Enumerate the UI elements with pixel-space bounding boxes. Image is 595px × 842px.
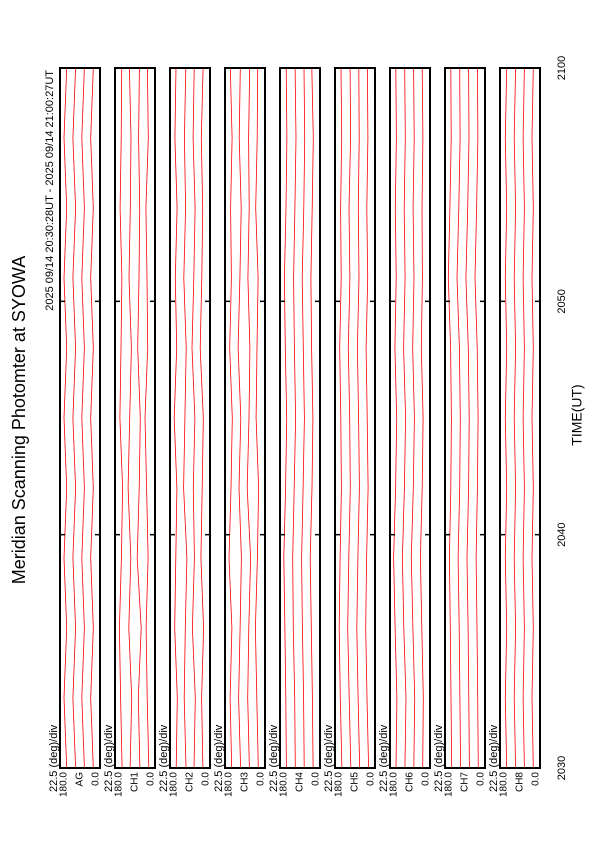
panel-name: CH1 [130,772,141,792]
trace [504,67,508,769]
trace [522,67,525,769]
y-tick-label: 180.0 [59,772,70,797]
chart: Meridian Scanning Photomter at SYOWA 202… [9,56,585,797]
scale-label: 22.5 (deg)/div [433,724,445,792]
panel-name: CH4 [295,772,306,792]
trace [401,67,407,769]
y-tick-label: 0.0 [91,772,102,786]
trace [292,67,297,769]
y-tick-label: 0.0 [311,772,322,786]
trace [347,67,352,769]
trace [338,67,343,769]
trace [393,67,398,769]
panel-name: CH8 [515,772,526,792]
y-tick-label: 0.0 [366,772,377,786]
panel-frame [444,67,486,769]
trace [144,67,150,769]
x-axis-label: TIME(UT) [569,384,585,445]
trace [309,67,314,769]
trace [474,67,479,769]
y-tick-label: 0.0 [146,772,157,786]
panel-frame [169,67,211,769]
y-tick-label: 180.0 [169,772,180,797]
trace [356,67,361,769]
trace [183,67,188,769]
panel-name: CH7 [460,772,471,792]
y-tick-label: 180.0 [279,772,290,797]
trace [118,67,124,769]
y-tick-label: 180.0 [389,772,400,797]
subtitle: 2025 09/14 20:30:28UT - 2025 09/14 21:00… [44,70,56,311]
trace [63,67,68,769]
scale-label: 22.5 (deg)/div [103,724,115,792]
trace [419,67,424,769]
trace [531,67,534,769]
trace [301,67,306,769]
trace [456,67,461,769]
panel-frame [59,67,101,769]
y-tick-label: 0.0 [256,772,267,786]
trace [246,67,252,769]
trace [199,67,205,769]
trace [136,67,142,769]
panel-name: CH3 [240,772,251,792]
x-tick-label: 2040 [556,522,568,546]
trace [127,67,133,769]
scale-label: 22.5 (deg)/div [488,724,500,792]
trace [283,67,288,769]
y-tick-label: 0.0 [531,772,542,786]
scale-label: 22.5 (deg)/div [158,724,170,792]
trace [254,67,260,769]
trace [72,67,77,769]
trace [81,67,85,769]
y-tick-label: 0.0 [201,772,212,786]
panel-name: CH5 [350,772,361,792]
scale-label: 22.5 (deg)/div [268,724,280,792]
scale-label: 22.5 (deg)/div [48,724,60,792]
panel-frame [389,67,431,769]
scale-label: 22.5 (deg)/div [378,724,390,792]
x-tick-label: 2050 [556,289,568,313]
panel-name: CH2 [185,772,196,792]
trace [191,67,196,769]
scale-label: 22.5 (deg)/div [323,724,335,792]
trace [228,67,233,769]
panel-name: CH6 [405,772,416,792]
panel-name: AG [75,772,86,787]
y-tick-label: 0.0 [421,772,432,786]
panel-frame [224,67,266,769]
x-tick-label: 2030 [556,756,568,780]
trace [365,67,369,769]
y-tick-label: 180.0 [499,772,510,797]
trace [447,67,453,769]
panel-frame [499,67,541,769]
trace [237,67,242,769]
trace [465,67,470,769]
y-tick-label: 180.0 [224,772,235,797]
y-tick-label: 180.0 [334,772,345,797]
chart-title: Meridian Scanning Photomter at SYOWA [9,256,29,584]
panel-frame [334,67,376,769]
y-tick-label: 180.0 [114,772,125,797]
y-tick-label: 0.0 [476,772,487,786]
trace [410,67,416,769]
scale-label: 22.5 (deg)/div [213,724,225,792]
panel-frame [114,67,156,769]
x-tick-label: 2100 [556,56,568,80]
trace [90,67,94,769]
panel-frame [279,67,321,769]
trace [173,67,178,769]
trace [513,67,517,769]
y-tick-label: 180.0 [444,772,455,797]
